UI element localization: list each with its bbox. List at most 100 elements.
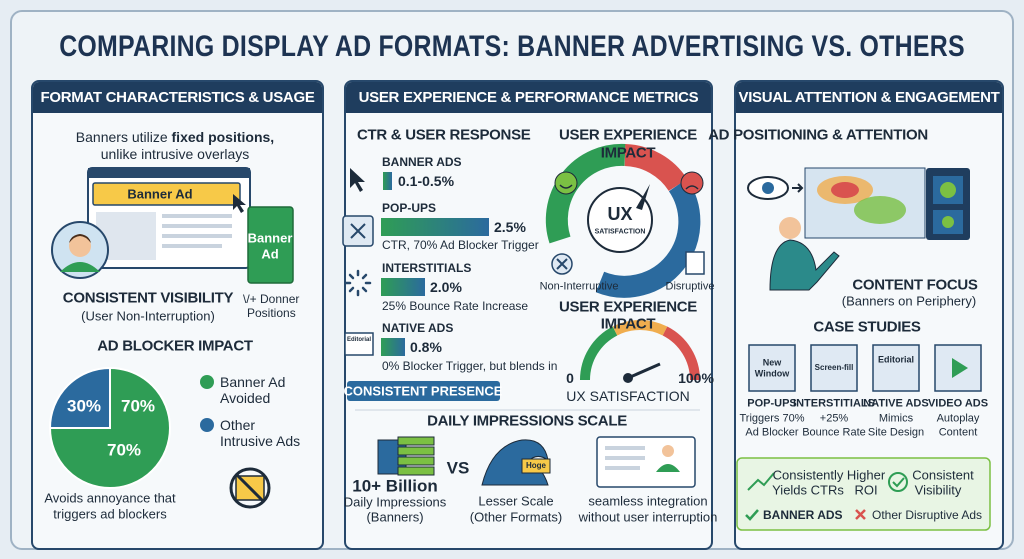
- shape-path: [624, 144, 688, 192]
- shape-circle: [587, 187, 653, 253]
- shape-path: [685, 185, 699, 190]
- shape-rect: [92, 182, 241, 206]
- section-title: CASE STUDIES: [813, 318, 921, 336]
- gauge-min: 0: [566, 370, 574, 386]
- shape-rect: [685, 251, 705, 275]
- shape-path: [69, 234, 91, 243]
- shape-rect: [162, 214, 232, 218]
- metric-note: 0% Blocker Trigger, but blends in: [382, 359, 558, 373]
- shape-path: [662, 326, 700, 381]
- metric-name: INTERSTITIALS: [382, 261, 472, 275]
- shape-path: [344, 269, 372, 297]
- shape-path: [48, 366, 111, 429]
- icon-label: Editorial: [346, 337, 372, 343]
- footer: Avoids annoyance that: [44, 490, 176, 506]
- metric-value: 2.0%: [430, 279, 462, 295]
- case-desc: Autoplay: [936, 412, 980, 425]
- impact-title: USER EXPERIENCE: [558, 298, 698, 316]
- metric-name: NATIVE ADS: [382, 321, 454, 335]
- shape-rect: [596, 436, 696, 488]
- seamless: without user interruption: [578, 509, 718, 525]
- shape-rect: [381, 278, 425, 296]
- shape-rect: [521, 458, 551, 474]
- case-title: VIDEO ADS: [927, 397, 989, 410]
- panel-header: VISUAL ATTENTION & ENGAGEMENT: [736, 82, 1002, 113]
- shape-rect: [397, 436, 435, 446]
- wave-tag: Hoge: [526, 461, 546, 470]
- shape-circle: [200, 418, 214, 432]
- banner-label: Banner Ad: [127, 186, 193, 202]
- panel-header: FORMAT CHARACTERISTICS & USAGE: [33, 82, 322, 113]
- side-label: Ad: [261, 246, 279, 262]
- metric-name: POP-UPS: [382, 201, 437, 215]
- shape-rect: [88, 168, 250, 178]
- shape-rect: [605, 466, 640, 470]
- shape-g: [344, 269, 372, 297]
- donut-center: SATISFACTION: [594, 228, 646, 236]
- other-scale: Lesser Scale: [478, 493, 554, 509]
- legend-entry: Intrusive Ads: [220, 433, 301, 449]
- footer: triggers ad blockers: [53, 506, 167, 522]
- case-icon-label: Window: [754, 368, 790, 379]
- pie-label: 70%: [106, 440, 142, 460]
- shape-path: [636, 184, 650, 210]
- shape-rect: [347, 381, 500, 401]
- case-desc: Ad Blocker: [745, 426, 799, 439]
- shape-circle: [888, 472, 908, 492]
- legend-entry: Avoided: [220, 390, 271, 406]
- shape-path: [580, 326, 618, 381]
- metric-value: 2.5%: [494, 219, 526, 235]
- summary-other: Other Disruptive Ads: [872, 508, 983, 522]
- shape-circle: [762, 182, 774, 194]
- gauge-caption: UX SATISFACTION: [566, 388, 690, 404]
- impact-title: IMPACT: [600, 144, 656, 162]
- side-label: Banner: [247, 230, 293, 246]
- case-desc: Bounce Rate: [802, 426, 866, 439]
- panel-left: FORMAT CHARACTERISTICS & USAGE: [31, 80, 324, 550]
- shape-path: [350, 168, 365, 192]
- donut-label: Non-Interruptive: [539, 280, 619, 293]
- shape-circle: [662, 445, 674, 457]
- shape-rect: [247, 206, 294, 284]
- shape-rect: [605, 456, 645, 460]
- summary-text: Consistent: [912, 467, 974, 483]
- metric-value: 0.1-0.5%: [398, 173, 455, 189]
- shape-rect: [736, 457, 991, 531]
- summary-text: Higher: [846, 467, 886, 483]
- summary-banner: BANNER ADS: [763, 508, 843, 522]
- shape-ellipse: [831, 182, 859, 198]
- shape-path: [745, 509, 759, 521]
- legend-entry: Other: [220, 417, 256, 433]
- metric-name: BANNER ADS: [382, 155, 462, 169]
- case-icon-label: Screen-fill: [814, 363, 854, 372]
- shape-path: [892, 477, 905, 488]
- visibility-sub: (User Non-Interruption): [81, 308, 215, 324]
- metric-note: 25% Bounce Rate Increase: [382, 299, 529, 313]
- intro-line: unlike intrusive overlays: [100, 146, 250, 162]
- presence-button: CONSISTENT PRESENCE: [343, 383, 503, 399]
- vs: VS: [446, 458, 470, 478]
- seamless: seamless integration: [588, 493, 708, 509]
- shape-circle: [229, 467, 271, 509]
- shape-circle: [940, 182, 956, 198]
- shape-ellipse: [854, 196, 906, 224]
- shape-rect: [162, 244, 222, 248]
- shape-path: [595, 178, 701, 298]
- shape-circle: [779, 217, 801, 239]
- shape-circle: [942, 216, 954, 228]
- case-icon-label: Editorial: [877, 354, 915, 365]
- shape-g: [748, 344, 982, 392]
- big-sub: Daily Impressions: [343, 494, 447, 510]
- summary-text: Visibility: [914, 482, 962, 498]
- case-desc: +25%: [819, 412, 849, 425]
- shape-circle: [623, 373, 633, 383]
- shape-rect: [397, 466, 435, 476]
- big-sub: (Banners): [366, 509, 424, 525]
- case-icon-label: New: [762, 357, 782, 368]
- case-desc: Mimics: [878, 412, 914, 425]
- pie-label: 70%: [120, 396, 156, 416]
- case-title: INTERSTITIALS: [793, 397, 875, 410]
- positions: Positions: [247, 306, 296, 320]
- other-scale: (Other Formats): [469, 509, 563, 525]
